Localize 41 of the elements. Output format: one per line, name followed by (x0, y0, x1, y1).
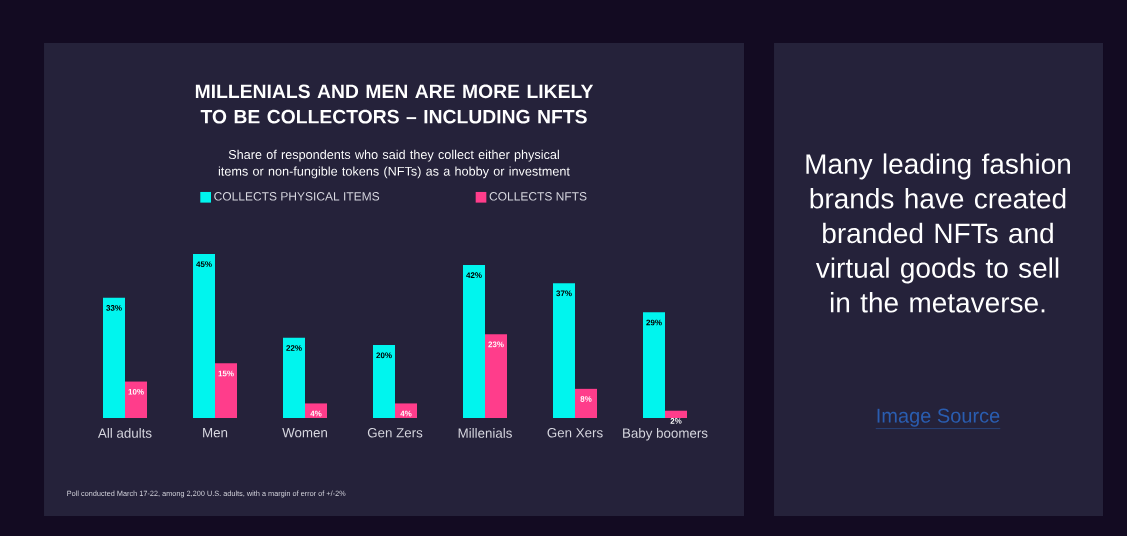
chart-subtitle: Share of respondents who said they collect either physical items or non-fungible tokens (NFTs) as a hobby or investment (218, 149, 570, 179)
x-tick-label: Gen Zers (367, 428, 423, 438)
bar (643, 312, 665, 418)
chart-title: MILLENIALS AND MEN ARE MORE LIKELY TO BE COLLECTORS – INCLUDING NFTS (195, 84, 594, 124)
bar (215, 363, 237, 418)
bar (553, 283, 575, 418)
bar (463, 264, 485, 418)
x-tick-label: Gen Xers (547, 428, 603, 438)
bar (575, 388, 597, 418)
data-label: 2% (670, 418, 682, 424)
data-label: 45% (196, 261, 212, 268)
bar (305, 403, 328, 418)
data-label: 15% (218, 370, 234, 377)
data-label: 8% (580, 396, 592, 402)
bar (125, 381, 148, 418)
bar (485, 334, 507, 418)
x-tick-label: Men (203, 428, 228, 438)
legend-label: COLLECTS NFTS (489, 192, 587, 201)
bar (395, 403, 417, 418)
bar (283, 337, 305, 418)
data-label: 4% (400, 410, 412, 417)
data-label: 29% (646, 319, 662, 326)
data-label: 33% (106, 305, 122, 311)
data-label: 20% (376, 352, 392, 359)
x-tick-label: All adults (97, 428, 152, 438)
bar (103, 297, 126, 418)
data-label: 42% (466, 272, 482, 278)
x-tick-label: Baby boomers (623, 428, 708, 441)
legend-label: COLLECTS PHYSICAL ITEMS (214, 192, 380, 201)
bar (665, 410, 687, 418)
data-label: 4% (310, 410, 322, 417)
bar (373, 345, 395, 418)
data-label: 23% (488, 341, 504, 348)
data-label: 37% (556, 290, 572, 297)
data-label: 10% (128, 388, 144, 395)
bar (193, 254, 215, 418)
text: Many leading fashion brands have created branded NFTs and virtual goods to sell in the metaverse. (806, 153, 1070, 313)
text: Image Source (877, 408, 1000, 427)
x-tick-label: Millenials (458, 428, 512, 438)
data-label: 22% (286, 345, 302, 351)
x-tick-label: Women (282, 428, 327, 438)
